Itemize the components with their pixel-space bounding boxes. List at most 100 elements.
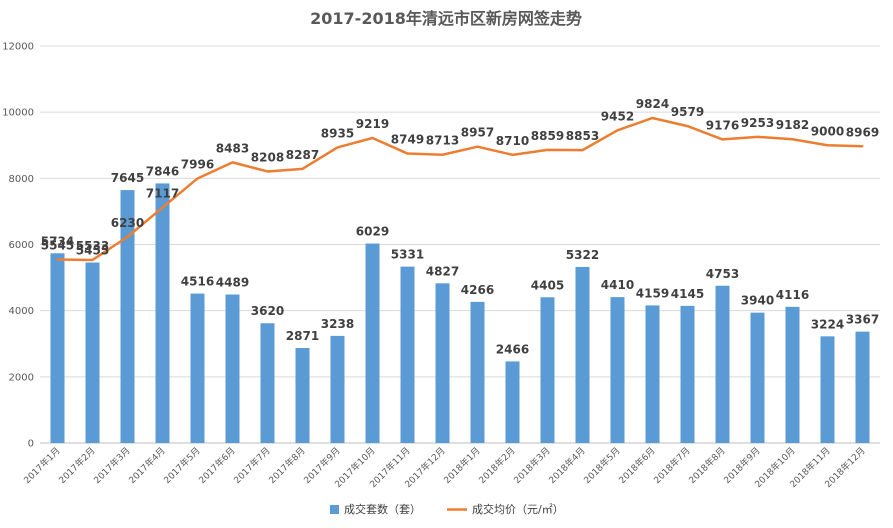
- line-point: [126, 235, 129, 238]
- bar-series: [50, 183, 870, 443]
- x-tick-label: 2018年3月: [511, 445, 552, 486]
- x-tick-label: 2018年7月: [651, 445, 692, 486]
- line-value-label: 9253: [741, 116, 774, 130]
- line-point: [546, 148, 549, 151]
- bar-value-label: 5322: [566, 248, 599, 262]
- line-value-label: 9219: [356, 117, 389, 131]
- bar: [855, 331, 870, 443]
- bar-value-label: 4410: [601, 278, 634, 292]
- line-value-label: 8969: [846, 125, 879, 139]
- bar: [715, 285, 730, 443]
- line-value-label: 7117: [146, 187, 179, 201]
- legend-line-label: 成交均价（元/㎡）: [472, 502, 564, 516]
- line-point: [266, 170, 269, 173]
- bar: [155, 183, 170, 443]
- x-tick-label: 2018年1月: [441, 445, 482, 486]
- bar: [680, 305, 695, 443]
- gridlines: [40, 45, 880, 444]
- y-tick-label: 12000: [2, 42, 34, 53]
- bar-value-label: 3367: [846, 313, 879, 327]
- bar-value-label: 6029: [356, 225, 389, 239]
- line-path: [57, 116, 863, 262]
- bar: [120, 190, 135, 443]
- bar: [295, 348, 310, 443]
- line-point: [791, 138, 794, 141]
- line-value-label: 8853: [566, 129, 599, 143]
- bar: [260, 323, 275, 443]
- x-tick-label: 2018年6月: [616, 445, 657, 486]
- bar-value-label: 4489: [216, 275, 249, 289]
- line-point: [56, 258, 59, 261]
- bar: [190, 293, 205, 443]
- bar-value-label: 7846: [146, 164, 179, 178]
- bar-value-label: 3238: [321, 317, 354, 331]
- bar-value-label: 4827: [426, 264, 459, 278]
- bar: [400, 266, 415, 443]
- y-tick-label: 6000: [9, 240, 34, 251]
- bar: [330, 335, 345, 443]
- line-point: [161, 206, 164, 209]
- x-tick-label: 2017年7月: [231, 445, 272, 486]
- x-axis: 2017年1月2017年2月2017年3月2017年4月2017年5月2017年…: [21, 445, 867, 491]
- line-value-label: 8287: [286, 148, 319, 162]
- bar: [540, 297, 555, 443]
- line-value-label: 8710: [496, 134, 529, 148]
- x-tick-label: 2017年3月: [91, 445, 132, 486]
- bar-value-label: 3224: [811, 317, 844, 331]
- legend-bar-label: 成交套数（套）: [344, 502, 421, 516]
- bar-value-label: 5734: [41, 234, 74, 248]
- line-point: [441, 153, 444, 156]
- bar: [225, 294, 240, 443]
- line-value-label: 8208: [251, 150, 284, 164]
- bar: [365, 243, 380, 443]
- line-value-label: 7996: [181, 157, 214, 171]
- bar-value-label: 4266: [461, 283, 494, 297]
- legend-bar-swatch: [330, 505, 339, 514]
- y-tick-label: 0: [28, 439, 34, 450]
- line-value-label: 8859: [531, 129, 564, 143]
- bar: [85, 262, 100, 443]
- legend: 成交套数（套） 成交均价（元/㎡）: [330, 502, 564, 516]
- line-point: [581, 149, 584, 152]
- line-value-label: 9000: [811, 124, 844, 138]
- line-point: [686, 125, 689, 128]
- line-point: [511, 153, 514, 156]
- line-point: [476, 145, 479, 148]
- line-point: [231, 161, 234, 164]
- bar-value-label: 3620: [251, 304, 284, 318]
- line-value-label: 6230: [111, 216, 144, 230]
- bar-value-label: 7645: [111, 171, 144, 185]
- line-value-label: 8713: [426, 134, 459, 148]
- line-point: [861, 145, 864, 148]
- chart-title: 2017-2018年清远市区新房网签走势: [310, 9, 582, 28]
- bar: [435, 283, 450, 443]
- line-point: [756, 135, 759, 138]
- x-tick-label: 2017年2月: [56, 445, 97, 486]
- line-value-label: 9579: [671, 105, 704, 119]
- line-point: [336, 146, 339, 149]
- line-value-label: 8483: [216, 141, 249, 155]
- bar-value-label: 4159: [636, 286, 669, 300]
- line-point: [721, 138, 724, 141]
- line-value-label: 8957: [461, 126, 494, 140]
- x-tick-label: 2017年5月: [161, 445, 202, 486]
- bar-value-label: 2871: [286, 329, 319, 343]
- bar: [50, 253, 65, 443]
- bar: [820, 336, 835, 443]
- x-tick-label: 2017年8月: [266, 445, 307, 486]
- x-tick-label: 2018年5月: [581, 445, 622, 486]
- x-tick-label: 2018年2月: [476, 445, 517, 486]
- line-point: [301, 167, 304, 170]
- bar: [575, 266, 590, 443]
- bar: [505, 361, 520, 443]
- x-tick-label: 2017年6月: [196, 445, 237, 486]
- y-tick-label: 10000: [2, 108, 34, 119]
- line-point: [616, 129, 619, 132]
- y-tick-label: 2000: [9, 372, 34, 383]
- bar: [470, 301, 485, 443]
- line-point: [91, 258, 94, 261]
- line-value-label: 8749: [391, 133, 424, 147]
